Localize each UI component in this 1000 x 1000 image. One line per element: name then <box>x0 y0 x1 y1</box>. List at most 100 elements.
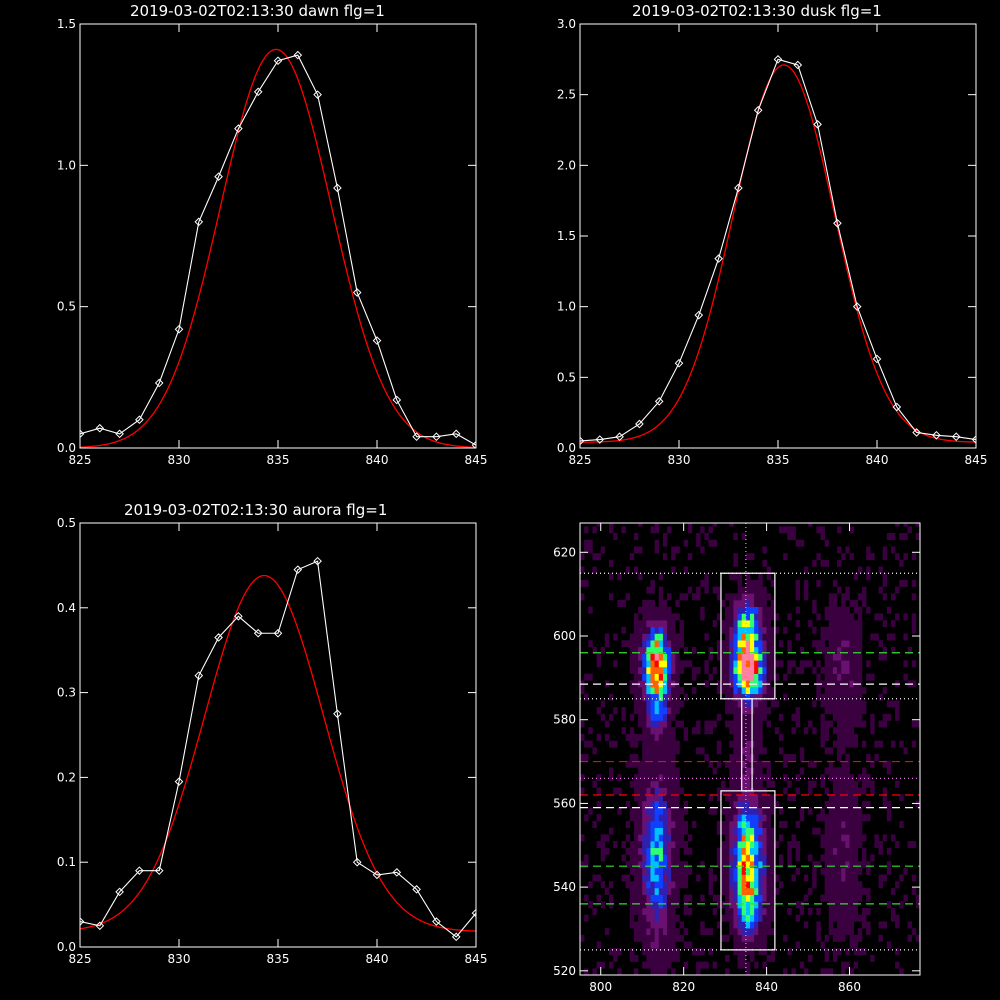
image-pixel <box>766 874 772 882</box>
image-pixel <box>629 861 635 869</box>
image-pixel <box>596 653 602 661</box>
image-pixel <box>733 948 738 956</box>
image-pixel <box>750 666 755 674</box>
image-pixel <box>667 894 672 902</box>
image-pixel <box>675 841 680 849</box>
image-pixel <box>845 646 850 654</box>
dawn-ytick-label: 0.0 <box>57 441 76 455</box>
image-pixel <box>646 720 651 728</box>
image-pixel <box>671 693 676 701</box>
image-pixel <box>886 861 892 869</box>
image-pixel <box>758 633 763 641</box>
image-pixel <box>849 827 854 835</box>
image-pixel <box>613 707 618 715</box>
image-pixel <box>758 687 763 695</box>
image-pixel <box>766 928 772 936</box>
image-pixel <box>837 934 842 942</box>
image-pixel <box>617 774 622 782</box>
image-pixel <box>766 887 772 895</box>
image-pixel <box>745 854 751 862</box>
image-pixel <box>646 620 651 628</box>
image-pixel <box>857 646 863 654</box>
image-pixel <box>837 820 842 828</box>
image-pixel <box>712 586 718 594</box>
image-pixel <box>766 707 772 715</box>
image-pixel <box>621 526 626 534</box>
image-pixel <box>658 968 664 975</box>
image-pixel <box>662 827 668 835</box>
image-pixel <box>638 640 643 648</box>
dawn-data-point <box>451 429 461 439</box>
image-pixel <box>766 613 772 621</box>
image-pixel <box>837 827 842 835</box>
image-pixel <box>766 800 772 808</box>
image-pixel <box>675 807 680 815</box>
image-pixel <box>733 533 738 541</box>
image-pixel <box>915 901 920 909</box>
dusk-data-point <box>635 419 644 429</box>
image-pixel <box>911 928 917 936</box>
image-pixel <box>737 827 743 835</box>
image-pixel <box>733 841 738 849</box>
image-pixel <box>642 620 647 628</box>
image-pixel <box>741 713 747 721</box>
image-pixel <box>654 834 660 842</box>
image-pixel <box>662 874 668 882</box>
image-pixel <box>729 901 734 909</box>
image-pixel <box>820 700 825 708</box>
image-pixel <box>633 740 639 748</box>
image-pixel <box>725 908 730 916</box>
image-pixel <box>638 921 643 929</box>
image-pixel <box>808 908 813 916</box>
image-pixel <box>770 928 776 936</box>
image-pixel <box>857 787 863 795</box>
image-pixel <box>808 780 813 788</box>
image-pixel <box>633 666 639 674</box>
image-pixel <box>633 693 639 701</box>
image-pixel <box>832 646 838 654</box>
image-pixel <box>725 827 730 835</box>
dawn-data-point <box>372 336 382 345</box>
image-pixel <box>841 720 846 728</box>
dawn-xtick-label: 845 <box>465 453 488 467</box>
image-pixel <box>658 653 664 661</box>
image-pixel <box>754 620 759 628</box>
image-pixel <box>650 620 655 628</box>
image-pixel <box>729 780 734 788</box>
image-pixel <box>845 546 850 554</box>
image-pixel <box>791 660 796 668</box>
image-pixel <box>915 523 920 527</box>
image-pixel <box>857 566 863 574</box>
dusk-data-point <box>852 302 862 311</box>
image-pixel <box>857 928 863 936</box>
image-pixel <box>845 814 850 822</box>
image-pixel <box>617 573 622 581</box>
image-pixel <box>642 774 647 782</box>
image-pixel <box>737 626 743 634</box>
image-pixel <box>783 673 788 681</box>
image-pixel <box>700 526 705 534</box>
image-pixel <box>741 914 747 922</box>
image-pixel <box>770 800 776 808</box>
image-pixel <box>671 780 676 788</box>
image-pixel <box>733 861 738 869</box>
image-pixel <box>737 573 743 581</box>
dusk-xtick-label: 845 <box>965 453 988 467</box>
image-pixel <box>857 834 863 842</box>
image-pixel <box>837 653 842 661</box>
image-xtick-label: 840 <box>755 980 778 994</box>
image-pixel <box>857 673 863 681</box>
image-pixel <box>654 861 660 869</box>
image-pixel <box>758 760 763 768</box>
image-pixel <box>845 874 850 882</box>
image-pixel <box>708 526 713 534</box>
image-pixel <box>646 606 651 614</box>
image-pixel <box>853 867 859 875</box>
image-pixel <box>812 666 817 674</box>
image-pixel <box>729 914 734 922</box>
image-pixel <box>625 566 631 574</box>
image-pixel <box>609 774 614 782</box>
image-pixel <box>820 559 825 567</box>
image-pixel <box>750 827 755 835</box>
image-pixel <box>629 713 635 721</box>
